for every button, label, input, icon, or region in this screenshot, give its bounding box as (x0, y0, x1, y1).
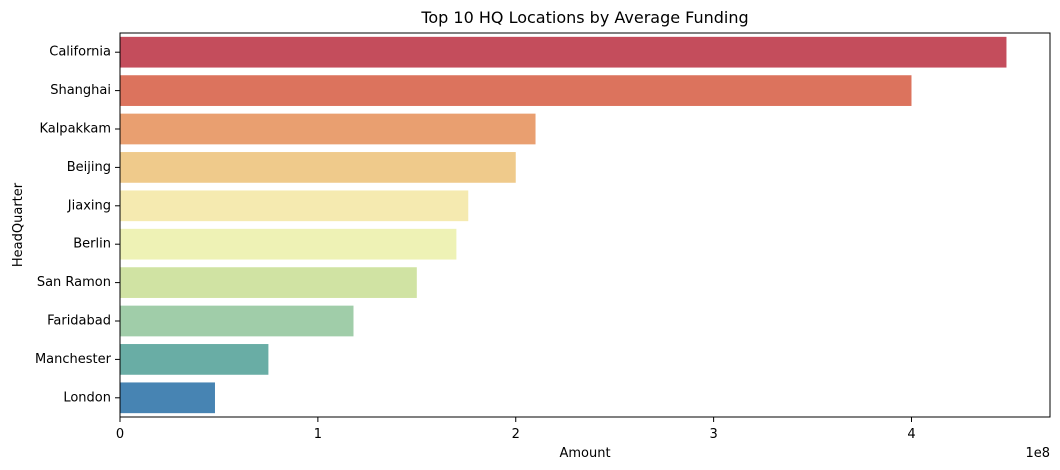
bar-jiaxing (120, 190, 469, 222)
bar-london (120, 382, 215, 414)
y-tick-label: San Ramon (37, 275, 111, 290)
y-tick-label: Faridabad (47, 314, 111, 329)
chart-title: Top 10 HQ Locations by Average Funding (420, 8, 748, 27)
bar-san-ramon (120, 267, 417, 298)
y-axis-label: HeadQuarter (11, 182, 26, 267)
y-tick-label: Beijing (67, 160, 111, 175)
x-tick-label: 0 (116, 427, 124, 442)
bars-layer (120, 36, 1007, 414)
y-tick-label: Shanghai (50, 83, 111, 98)
bar-kalpakkam (120, 113, 536, 145)
x-ticks: 0 1 2 3 4 (116, 417, 916, 442)
y-tick-label: London (63, 390, 111, 405)
bar-california (120, 36, 1007, 68)
y-ticks: California Shanghai Kalpakkam Beijing Jiaxin… (35, 45, 120, 405)
y-tick-label: Kalpakkam (39, 122, 111, 137)
bar-beijing (120, 152, 516, 183)
x-tick-label: 4 (907, 427, 915, 442)
x-axis-offset-label: 1e8 (1025, 446, 1050, 461)
y-tick-label: California (49, 45, 111, 60)
x-axis-label: Amount (559, 446, 610, 461)
bar-manchester (120, 344, 269, 375)
x-tick-label: 1 (314, 427, 322, 442)
y-tick-label: Manchester (35, 352, 112, 367)
bar-shanghai (120, 75, 912, 106)
bar-faridabad (120, 305, 354, 337)
plot-frame (119, 32, 1051, 418)
y-tick-label: Berlin (73, 237, 111, 252)
y-tick-label: Jiaxing (67, 198, 111, 213)
x-tick-label: 2 (512, 427, 520, 442)
bar-berlin (120, 228, 457, 260)
x-tick-label: 3 (709, 427, 717, 442)
